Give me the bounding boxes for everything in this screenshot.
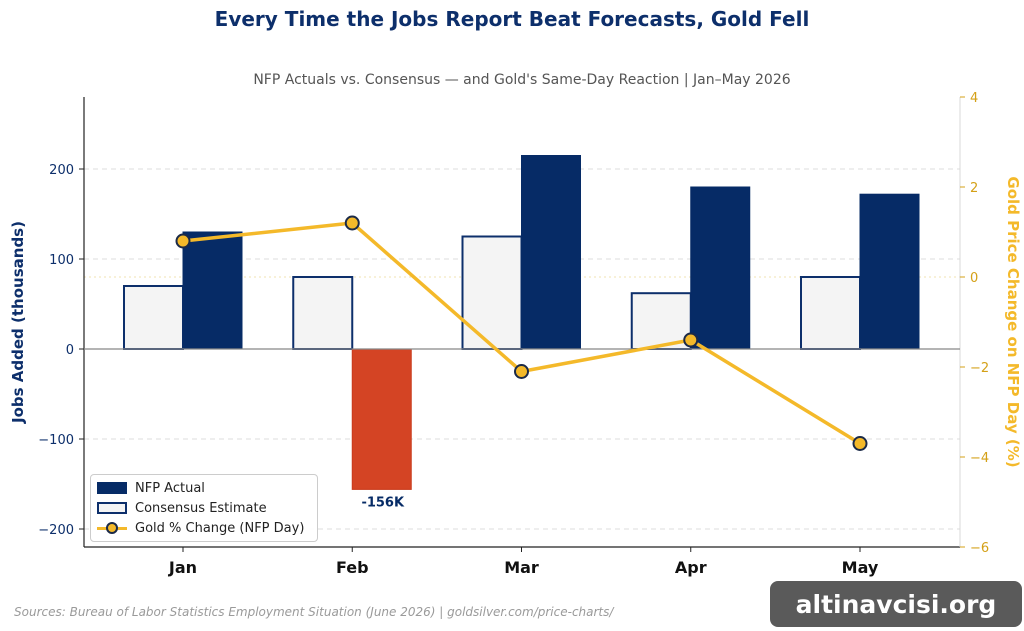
chart-title: Every Time the Jobs Report Beat Forecast…	[215, 7, 810, 31]
bar-actual-jan	[182, 231, 243, 350]
y-axis-label-right: Gold Price Change on NFP Day (%)	[1004, 176, 1022, 467]
y-tick-label-right: −6	[970, 541, 989, 556]
legend-item-actual: NFP Actual	[97, 479, 205, 497]
x-tick-label-jan: Jan	[168, 558, 197, 577]
y-tick-label-left: 100	[49, 253, 74, 268]
legend-swatch-actual	[97, 482, 127, 494]
y-tick-label-left: 0	[66, 343, 74, 358]
x-tick-label-feb: Feb	[336, 558, 369, 577]
legend-swatch-consensus	[97, 502, 127, 514]
legend-label-gold: Gold % Change (NFP Day)	[135, 520, 305, 536]
legend-item-consensus: Consensus Estimate	[97, 499, 267, 517]
y-tick-label-right: −2	[970, 361, 989, 376]
bar-consensus-jan	[123, 285, 184, 350]
legend: NFP Actual Consensus Estimate Gold % Cha…	[90, 474, 318, 542]
bar-consensus-mar	[461, 235, 523, 350]
y-tick-label-right: 0	[970, 271, 978, 286]
y-tick-label-right: 2	[970, 181, 978, 196]
chart-subtitle: NFP Actuals vs. Consensus — and Gold's S…	[253, 72, 790, 88]
bar-actual-apr	[690, 186, 751, 350]
legend-label-consensus: Consensus Estimate	[135, 500, 267, 516]
y-tick-label-left: −200	[38, 523, 74, 538]
bar-actual-feb	[351, 348, 412, 490]
legend-item-gold: Gold % Change (NFP Day)	[97, 519, 304, 537]
gold-point-feb	[344, 215, 360, 231]
legend-swatch-gold	[97, 522, 127, 534]
bar-consensus-feb	[292, 276, 354, 350]
bar-actual-mar	[521, 155, 581, 350]
y-tick-label-left: −100	[38, 433, 74, 448]
y-tick-label-right: −4	[970, 451, 989, 466]
x-tick-label-apr: Apr	[675, 558, 707, 577]
watermark: altinavcisi.org	[770, 581, 1022, 627]
y-axis-label-left: Jobs Added (thousands)	[9, 221, 27, 424]
gold-point-may	[852, 436, 868, 451]
gold-point-jan	[175, 233, 191, 249]
gold-point-mar	[514, 364, 529, 379]
source-note: Sources: Bureau of Labor Statistics Empl…	[14, 605, 614, 619]
bar-consensus-apr	[630, 292, 692, 351]
x-tick-label-mar: Mar	[504, 558, 539, 577]
gold-point-apr	[683, 332, 699, 348]
x-tick-label-may: May	[842, 558, 879, 577]
bar-actual-may	[859, 193, 920, 350]
annotation-feb: -156K	[361, 495, 405, 510]
legend-label-actual: NFP Actual	[135, 480, 205, 496]
y-tick-label-left: 200	[49, 163, 74, 178]
bar-consensus-may	[800, 276, 861, 350]
y-tick-label-right: 4	[970, 91, 978, 106]
